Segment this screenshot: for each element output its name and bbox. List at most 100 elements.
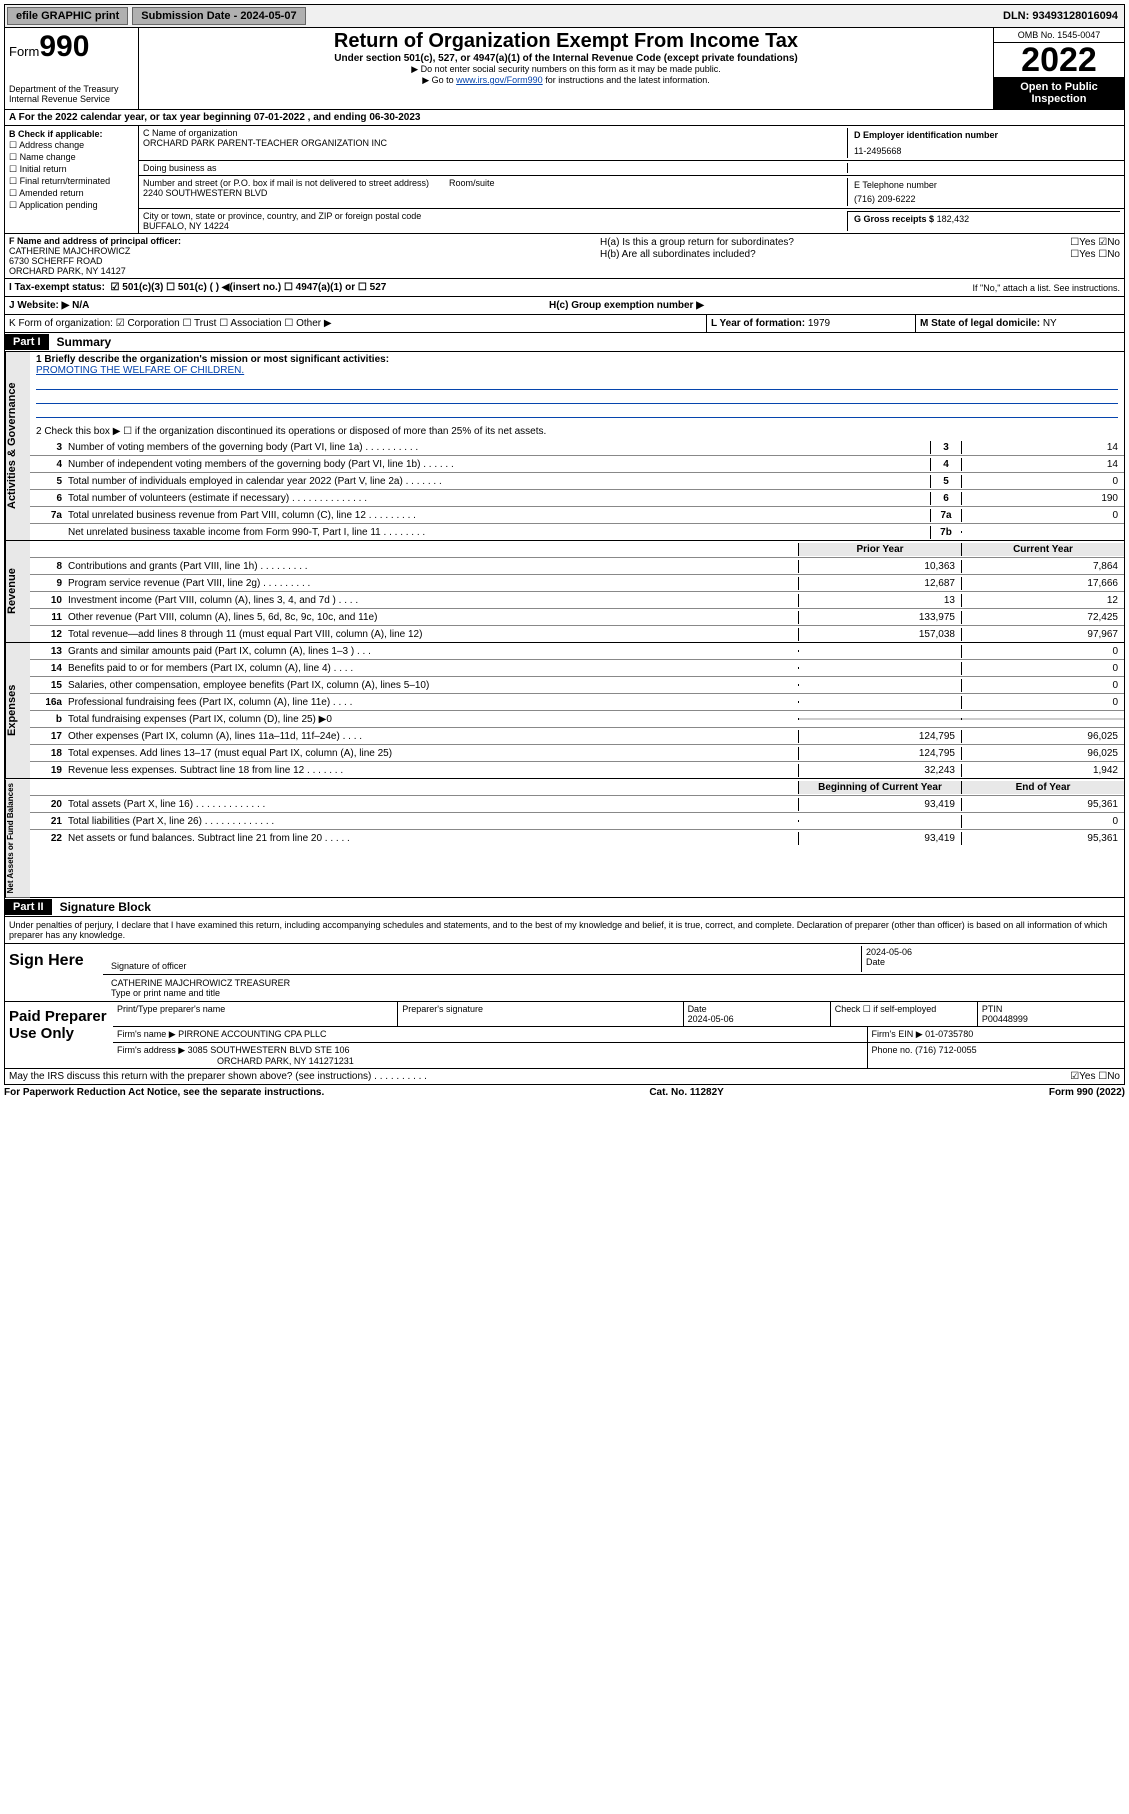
prior-value: 93,419 (798, 798, 961, 811)
addr-label: Number and street (or P.O. box if mail i… (143, 178, 429, 188)
irs-discuss-row: May the IRS discuss this return with the… (4, 1069, 1125, 1085)
line-text: Total fundraising expenses (Part IX, col… (66, 713, 798, 726)
data-line: 17 Other expenses (Part IX, column (A), … (30, 728, 1124, 745)
data-line: 13 Grants and similar amounts paid (Part… (30, 643, 1124, 660)
line-text: Salaries, other compensation, employee b… (66, 679, 798, 692)
line-value: 0 (961, 509, 1124, 522)
paid-preparer-label: Paid Preparer Use Only (5, 1002, 113, 1068)
part2-header-row: Part II Signature Block (4, 898, 1125, 917)
prior-value: 124,795 (798, 747, 961, 760)
current-value: 0 (961, 696, 1124, 709)
data-line: 15 Salaries, other compensation, employe… (30, 677, 1124, 694)
line-text: Net unrelated business taxable income fr… (66, 526, 930, 539)
gov-line: 4 Number of independent voting members o… (30, 456, 1124, 473)
governance-section: Activities & Governance 1 Briefly descri… (4, 352, 1125, 541)
ssn-note: ▶ Do not enter social security numbers o… (143, 64, 989, 75)
irs-link[interactable]: www.irs.gov/Form990 (456, 75, 543, 85)
current-value: 96,025 (961, 730, 1124, 743)
irs-discuss-question: May the IRS discuss this return with the… (9, 1071, 1070, 1082)
hb-label: H(b) Are all subordinates included? (600, 249, 756, 260)
ein-label: D Employer identification number (854, 130, 1114, 140)
hb-note: If "No," attach a list. See instructions… (549, 283, 1120, 293)
year-formation-label: L Year of formation: (711, 318, 805, 329)
prior-year-header: Prior Year (798, 543, 961, 556)
form-header: Form990 Department of the Treasury Inter… (4, 28, 1125, 110)
chk-address-change[interactable]: Address change (9, 140, 134, 151)
prior-value: 12,687 (798, 577, 961, 590)
current-value: 97,967 (961, 628, 1124, 641)
current-value: 0 (961, 662, 1124, 675)
cat-no: Cat. No. 11282Y (649, 1087, 723, 1098)
current-value: 72,425 (961, 611, 1124, 624)
gov-line: 7a Total unrelated business revenue from… (30, 507, 1124, 524)
ha-label: H(a) Is this a group return for subordin… (600, 237, 794, 248)
tel-label: E Telephone number (854, 180, 1114, 190)
line-number: 18 (30, 747, 66, 760)
ha-answer: ☐Yes ☑No (1070, 237, 1120, 248)
line-number: 20 (30, 798, 66, 811)
data-line: b Total fundraising expenses (Part IX, c… (30, 711, 1124, 728)
chk-amended-return[interactable]: Amended return (9, 188, 134, 199)
form-prefix: Form (9, 44, 39, 59)
current-value: 12 (961, 594, 1124, 607)
form-title: Return of Organization Exempt From Incom… (143, 30, 989, 53)
room-label: Room/suite (449, 178, 495, 188)
form-subtitle: Under section 501(c), 527, or 4947(a)(1)… (143, 53, 989, 64)
line-number: 4 (30, 458, 66, 471)
row-i: I Tax-exempt status: ☑ 501(c)(3) ☐ 501(c… (4, 279, 1125, 297)
line2-discontinued: 2 Check this box ▶ ☐ if the organization… (36, 426, 1118, 437)
line-text: Benefits paid to or for members (Part IX… (66, 662, 798, 675)
officer-addr1: 6730 SCHERFF ROAD (9, 256, 592, 266)
line-value (961, 531, 1124, 533)
mission-blank-3 (36, 405, 1118, 418)
gov-line: Net unrelated business taxable income fr… (30, 524, 1124, 540)
line-box: 5 (930, 475, 961, 488)
prior-value: 10,363 (798, 560, 961, 573)
line-number: 3 (30, 441, 66, 454)
section-b-c-d: B Check if applicable: Address change Na… (4, 126, 1125, 234)
col-b-checkboxes: B Check if applicable: Address change Na… (5, 126, 139, 233)
line-text: Number of independent voting members of … (66, 458, 930, 471)
firm-tel-label: Phone no. (872, 1045, 913, 1055)
dba-label: Doing business as (143, 163, 847, 173)
city-value: BUFFALO, NY 14224 (143, 221, 847, 231)
form-of-org: K Form of organization: ☑ Corporation ☐ … (5, 315, 706, 332)
prior-value (798, 650, 961, 652)
mission-text: PROMOTING THE WELFARE OF CHILDREN. (36, 365, 1118, 376)
line-text: Other expenses (Part IX, column (A), lin… (66, 730, 798, 743)
line-text: Net assets or fund balances. Subtract li… (66, 832, 798, 845)
officer-label: F Name and address of principal officer: (9, 236, 592, 246)
ptin-label: PTIN (982, 1004, 1120, 1014)
line-number: 14 (30, 662, 66, 675)
prep-sig-label: Preparer's signature (398, 1002, 683, 1026)
firm-addr2: ORCHARD PARK, NY 141271231 (217, 1056, 863, 1066)
chk-initial-return[interactable]: Initial return (9, 164, 134, 175)
part2-title: Signature Block (52, 898, 159, 916)
rev-hdr-blank (30, 548, 66, 550)
line-text: Total number of individuals employed in … (66, 475, 930, 488)
data-line: 18 Total expenses. Add lines 13–17 (must… (30, 745, 1124, 762)
chk-name-change[interactable]: Name change (9, 152, 134, 163)
data-line: 11 Other revenue (Part VIII, column (A),… (30, 609, 1124, 626)
prep-date-label: Date (688, 1004, 826, 1014)
firm-name: PIRRONE ACCOUNTING CPA PLLC (178, 1029, 326, 1039)
tax-exempt-opts: ☑ 501(c)(3) ☐ 501(c) ( ) ◀(insert no.) ☐… (111, 282, 387, 293)
data-line: 21 Total liabilities (Part X, line 26) .… (30, 813, 1124, 830)
chk-application-pending[interactable]: Application pending (9, 200, 134, 211)
data-line: 12 Total revenue—add lines 8 through 11 … (30, 626, 1124, 642)
prep-self-employed[interactable]: Check ☐ if self-employed (831, 1002, 978, 1026)
efile-print-button[interactable]: efile GRAPHIC print (7, 7, 128, 25)
chk-final-return[interactable]: Final return/terminated (9, 176, 134, 187)
hb-answer: ☐Yes ☐No (1070, 249, 1120, 260)
form-ref: Form 990 (2022) (1049, 1087, 1125, 1098)
line-number: 11 (30, 611, 66, 624)
line-number: 9 (30, 577, 66, 590)
firm-ein-label: Firm's EIN ▶ (872, 1029, 923, 1039)
prior-value: 157,038 (798, 628, 961, 641)
line-box: 7a (930, 509, 961, 522)
current-value (961, 718, 1124, 720)
current-value: 95,361 (961, 832, 1124, 845)
line-text: Other revenue (Part VIII, column (A), li… (66, 611, 798, 624)
part1-title: Summary (49, 333, 120, 351)
prep-name-label: Print/Type preparer's name (113, 1002, 398, 1026)
